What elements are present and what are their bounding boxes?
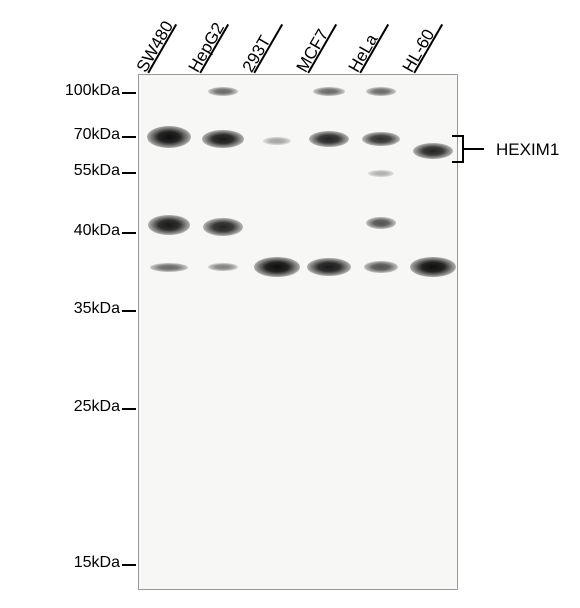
mw-marker-label: 40kDa <box>74 222 120 240</box>
blot-band <box>208 87 238 96</box>
blot-band <box>150 263 188 272</box>
blot-band <box>366 87 396 96</box>
mw-marker-label: 25kDa <box>74 398 120 416</box>
lane-label: HeLa <box>345 31 383 76</box>
blot-band <box>309 131 349 147</box>
blot-band <box>307 258 351 276</box>
mw-marker-tick <box>122 136 136 138</box>
mw-marker-tick <box>122 564 136 566</box>
mw-marker-label: 100kDa <box>65 82 120 100</box>
blot-membrane <box>138 74 458 590</box>
blot-band <box>203 218 243 236</box>
mw-marker-tick <box>122 92 136 94</box>
mw-marker-tick <box>122 310 136 312</box>
blot-band <box>208 263 238 271</box>
blot-band <box>148 215 190 235</box>
blot-band <box>254 257 300 277</box>
blot-band <box>313 87 345 96</box>
mw-marker-label: 70kDa <box>74 126 120 144</box>
target-protein-label: HEXIM1 <box>496 140 559 160</box>
western-blot-figure: 100kDa 70kDa 55kDa 40kDa 35kDa 25kDa 15kDa SW4… <box>0 0 580 608</box>
target-bracket-arm <box>452 135 462 137</box>
blot-band <box>410 257 456 277</box>
blot-band <box>202 130 244 148</box>
blot-band <box>364 261 398 273</box>
blot-band <box>362 132 400 146</box>
mw-marker-label: 15kDa <box>74 554 120 572</box>
lane-label: HepG2 <box>185 19 229 76</box>
lane-label: MCF7 <box>293 26 333 76</box>
target-bracket-arm <box>452 161 462 163</box>
target-connector <box>464 148 484 150</box>
mw-marker-label: 55kDa <box>74 162 120 180</box>
blot-band <box>147 126 191 148</box>
blot-band <box>366 217 396 229</box>
blot-band <box>368 170 394 177</box>
mw-marker-tick <box>122 408 136 410</box>
lane-label: HL-60 <box>399 26 439 76</box>
mw-marker-label: 35kDa <box>74 300 120 318</box>
blot-band <box>413 143 453 159</box>
blot-band <box>263 137 291 145</box>
mw-marker-tick <box>122 172 136 174</box>
lane-label: 293T <box>239 32 276 76</box>
mw-marker-tick <box>122 232 136 234</box>
lane-label: SW480 <box>133 18 178 76</box>
